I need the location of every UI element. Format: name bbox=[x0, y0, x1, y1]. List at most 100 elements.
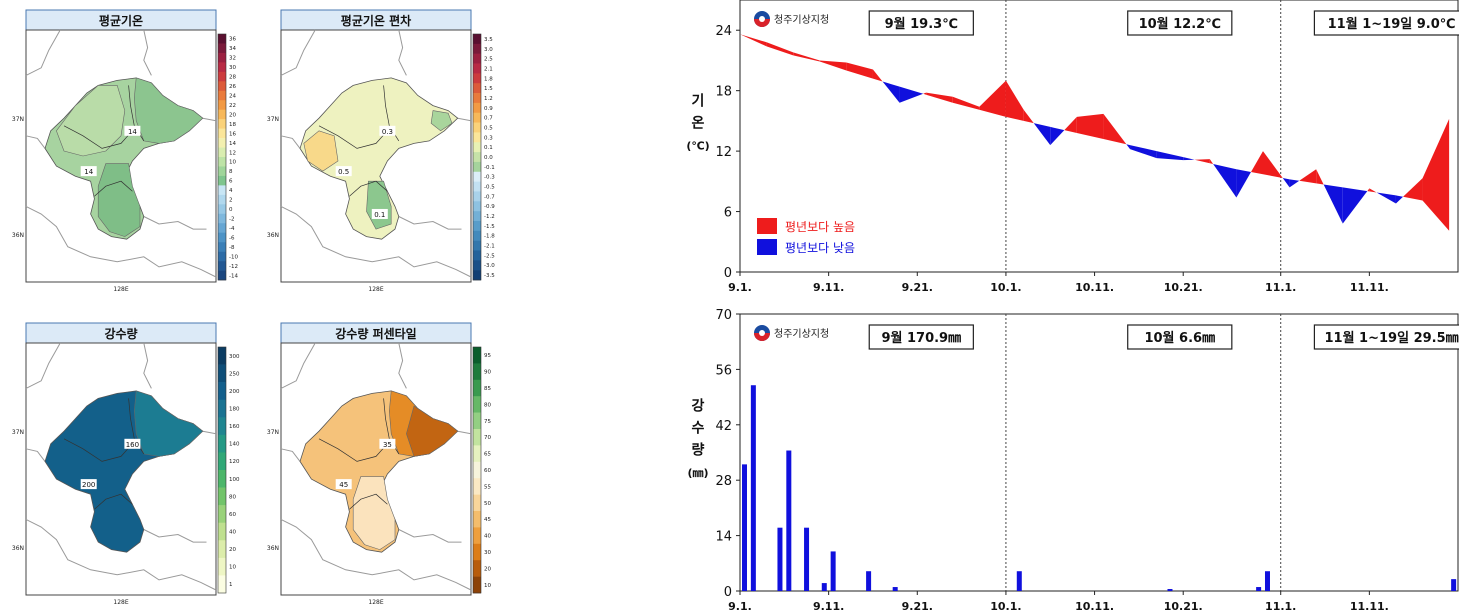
colorbar-label: 1 bbox=[229, 582, 233, 588]
colorbar-label: 0.5 bbox=[484, 125, 493, 131]
province-border bbox=[398, 29, 407, 76]
colorbar-swatch bbox=[218, 119, 226, 129]
y-axis-label-char: 량 bbox=[692, 443, 705, 459]
colorbar-swatch bbox=[473, 445, 481, 463]
colorbar-swatch bbox=[473, 396, 481, 413]
colorbar-label: 22 bbox=[229, 103, 236, 109]
colorbar-label: 10 bbox=[484, 583, 491, 589]
colorbar-swatch bbox=[473, 211, 481, 222]
province-border bbox=[202, 430, 217, 435]
month-summary-label: 10월 6.6㎜ bbox=[1144, 330, 1215, 346]
colorbar-swatch bbox=[473, 527, 481, 545]
colorbar-label: 6 bbox=[229, 179, 233, 185]
y-tick-label: 12 bbox=[715, 145, 732, 160]
lat-tick: 37N bbox=[267, 429, 279, 436]
colorbar-swatch bbox=[473, 429, 481, 446]
map-panel: 강수량 퍼센타일 35 45 37N 36N 128E 95 90 85 80 75 70 65 60 55… bbox=[267, 322, 491, 606]
colorbar-label: 70 bbox=[484, 435, 491, 441]
colorbar-label: 0.9 bbox=[484, 106, 493, 112]
province-border bbox=[143, 529, 207, 543]
month-summary-label: 11월 1~19일 9.0℃ bbox=[1328, 16, 1456, 32]
below-normal-area bbox=[1183, 157, 1195, 161]
colorbar-swatch bbox=[218, 434, 226, 453]
colorbar-label: 20 bbox=[484, 566, 491, 572]
province-border bbox=[280, 518, 472, 591]
above-normal-area bbox=[979, 80, 1006, 117]
lat-tick: 36N bbox=[267, 545, 279, 552]
colorbar-swatch bbox=[473, 191, 481, 202]
colorbar-label: 20 bbox=[229, 112, 236, 118]
colorbar-label: 55 bbox=[484, 484, 491, 490]
x-tick-label: 11.11. bbox=[1350, 281, 1389, 294]
colorbar-swatch bbox=[218, 505, 226, 524]
region-zone bbox=[133, 77, 204, 144]
colorbar-label: -6 bbox=[229, 235, 235, 241]
colorbar-swatch bbox=[218, 251, 226, 262]
colorbar-swatch bbox=[473, 43, 481, 54]
colorbar-swatch bbox=[473, 230, 481, 241]
x-tick-label: 9.21. bbox=[902, 281, 933, 294]
lat-tick: 37N bbox=[12, 116, 24, 123]
colorbar-label: 95 bbox=[484, 353, 491, 359]
colorbar-label: 14 bbox=[229, 141, 236, 147]
province-border bbox=[25, 342, 61, 389]
precipitation-chart: 0 14 28 42 56 70 9.1. 9.11. 9.21. 10.1. 10.11. 10.2… bbox=[687, 308, 1459, 613]
x-tick-label: 11.1. bbox=[1265, 600, 1296, 613]
above-normal-area bbox=[1064, 116, 1077, 133]
month-summary-box bbox=[1127, 10, 1233, 36]
colorbar-frame bbox=[217, 33, 227, 281]
colorbar-swatch bbox=[218, 213, 226, 224]
colorbar-swatch bbox=[218, 232, 226, 243]
colorbar-label: 32 bbox=[229, 56, 236, 62]
y-axis-label-char: 강 bbox=[692, 398, 705, 415]
colorbar-swatch bbox=[218, 185, 226, 196]
colorbar-label: -4 bbox=[229, 226, 235, 232]
colorbar-label: -8 bbox=[229, 245, 235, 251]
colorbar-swatch bbox=[473, 102, 481, 114]
contour-line bbox=[349, 180, 388, 197]
contour-label: 0.1 bbox=[374, 211, 385, 219]
province-border bbox=[25, 205, 217, 278]
colorbar-label: 34 bbox=[229, 46, 236, 52]
colorbar-swatch bbox=[473, 171, 481, 182]
precip-bar bbox=[742, 464, 747, 591]
lon-tick: 128E bbox=[368, 286, 383, 293]
colorbar-label: 24 bbox=[229, 94, 236, 100]
colorbar-label: -2.1 bbox=[484, 244, 495, 250]
x-tick-label: 10.1. bbox=[990, 281, 1021, 294]
colorbar-label: 300 bbox=[229, 354, 240, 360]
logo-group: 청주기상지청 bbox=[754, 11, 829, 27]
below-normal-area bbox=[882, 81, 900, 103]
colorbar-label: 85 bbox=[484, 386, 491, 392]
above-normal-area bbox=[846, 62, 873, 79]
province-border bbox=[280, 135, 301, 149]
contour-label: 45 bbox=[339, 481, 348, 489]
colorbar-frame bbox=[217, 346, 227, 594]
colorbar-swatch bbox=[218, 166, 226, 177]
y-axis-label-char: 온 bbox=[692, 115, 705, 131]
colorbar-frame bbox=[472, 346, 482, 594]
colorbar-label: 3.5 bbox=[484, 37, 493, 43]
colorbar-label: 2.5 bbox=[484, 57, 493, 63]
above-normal-area bbox=[1299, 169, 1317, 184]
colorbar-label: 60 bbox=[484, 468, 491, 474]
colorbar-label: -0.5 bbox=[484, 185, 495, 191]
colorbar-swatch bbox=[218, 100, 226, 110]
colorbar-label: 45 bbox=[484, 517, 491, 523]
above-normal-area bbox=[952, 96, 980, 110]
colorbar-label: 16 bbox=[229, 131, 236, 137]
province-border bbox=[398, 529, 462, 543]
colorbar-swatch bbox=[473, 63, 481, 74]
colorbar-frame bbox=[472, 33, 482, 281]
y-tick-label: 24 bbox=[715, 24, 732, 39]
colorbar-swatch bbox=[473, 543, 481, 561]
colorbar-swatch bbox=[473, 576, 481, 594]
colorbar-label: 80 bbox=[229, 494, 236, 500]
region-zone bbox=[133, 390, 204, 457]
colorbar-label: 28 bbox=[229, 75, 236, 81]
region-zone bbox=[56, 85, 126, 157]
region-zone bbox=[430, 110, 453, 132]
plot-frame bbox=[739, 0, 1459, 273]
province-border bbox=[280, 29, 316, 76]
colorbar-swatch bbox=[473, 112, 481, 123]
